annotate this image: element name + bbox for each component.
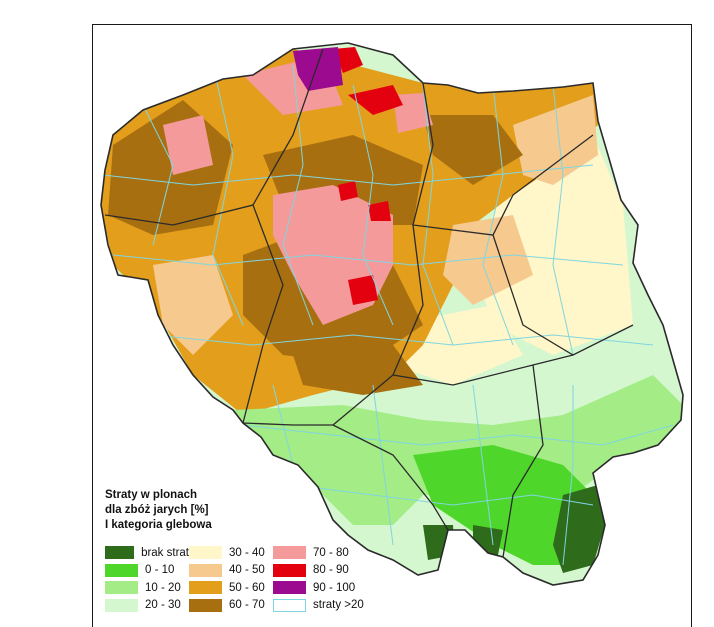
legend-title-line-1: Straty w plonach [105, 489, 198, 501]
legend-label: 40 - 50 [229, 564, 265, 577]
region-none-b [473, 525, 503, 555]
legend-item: 30 - 40 [189, 544, 273, 562]
legend-swatch [273, 546, 306, 560]
legend-label: 90 - 100 [313, 581, 356, 594]
legend-swatch [189, 598, 222, 612]
district-boundaries [102, 64, 674, 566]
legend-item: brak strat [105, 544, 189, 562]
region-none-bieszczady [553, 485, 605, 573]
legend-label: 80 - 90 [313, 564, 349, 577]
legend-item: 40 - 50 [189, 562, 273, 580]
region-0-10-south [413, 445, 593, 565]
legend-swatch [189, 581, 222, 595]
region-70-80-gdansk [393, 93, 433, 133]
legend-swatch [105, 546, 135, 560]
region-80-90-b [368, 201, 391, 221]
region-80-90-a [338, 181, 358, 201]
legend-label: straty >20 [313, 599, 364, 612]
legend-item: 90 - 100 [273, 579, 369, 597]
legend-item: 0 - 10 [105, 562, 189, 580]
legend-label: 0 - 10 [145, 564, 175, 577]
region-90-100-kaszuby [293, 47, 343, 91]
legend-title-line-3: I kategoria glebowa [105, 519, 212, 531]
region-40-50-c [443, 215, 533, 305]
region-80-90-coast [348, 85, 403, 115]
legend-swatch [273, 598, 306, 612]
province-boundaries [104, 48, 634, 558]
region-60-70-s [293, 345, 423, 395]
poland-loss-map [100, 42, 684, 586]
legend-label: 20 - 30 [145, 599, 181, 612]
legend-swatch [105, 563, 138, 577]
legend-swatch [105, 581, 138, 595]
legend-label: 70 - 80 [313, 546, 349, 559]
legend-label: 30 - 40 [229, 546, 265, 559]
region-40-50-w [153, 255, 233, 355]
legend-item: 10 - 20 [105, 579, 189, 597]
legend-swatch [273, 581, 306, 595]
region-70-80-nw [163, 115, 213, 175]
legend-item: 80 - 90 [273, 562, 369, 580]
map-frame [92, 24, 692, 627]
legend-label: 50 - 60 [229, 581, 265, 594]
legend-title-line-2: dla zbóż jarych [%] [105, 504, 209, 516]
map-legend: Straty w plonach dla zbóż jarych [%] I k… [105, 488, 365, 618]
legend-items: brak strat 0 - 10 10 - 20 20 - 30 30 - 4… [105, 544, 369, 614]
region-40-50-ne [513, 95, 598, 185]
legend-label: brak strat [141, 546, 189, 559]
legend-swatch [105, 598, 138, 612]
legend-item: 60 - 70 [189, 597, 273, 615]
region-80-90-c [348, 275, 378, 305]
loss-regions [101, 43, 683, 585]
legend-item: 70 - 80 [273, 544, 369, 562]
legend-label: 60 - 70 [229, 599, 265, 612]
legend-item: straty >20 [273, 597, 369, 615]
legend-swatch [273, 563, 306, 577]
legend-item: 50 - 60 [189, 579, 273, 597]
legend-swatch [189, 563, 222, 577]
legend-item: 20 - 30 [105, 597, 189, 615]
legend-label: 10 - 20 [145, 581, 181, 594]
legend-swatch [189, 546, 222, 560]
